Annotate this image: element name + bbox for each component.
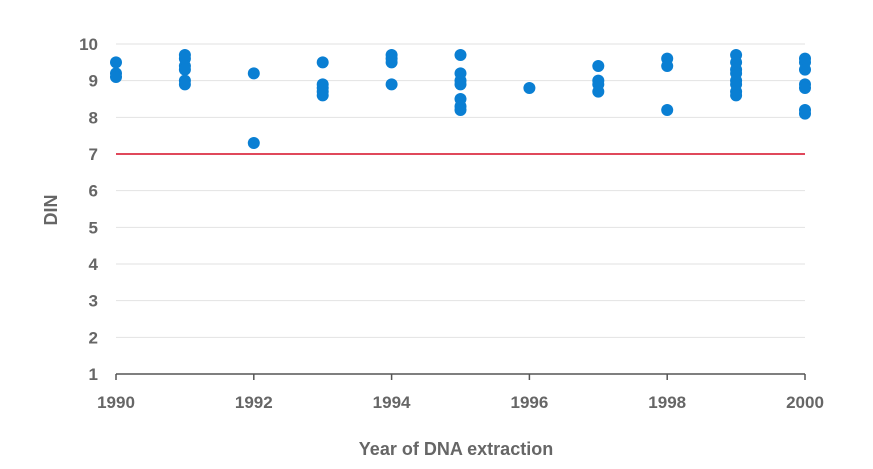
y-tick-label-5: 5 [89,218,98,237]
data-point [247,67,260,80]
data-point [385,56,398,69]
data-point [592,85,605,98]
data-point [110,56,122,69]
data-point [661,104,674,116]
data-point [454,49,467,61]
x-tick-label-1998: 1998 [648,393,686,412]
data-point [523,82,536,94]
data-point [454,78,467,91]
x-tick-label-2000: 2000 [786,393,824,412]
data-point [178,63,191,76]
y-tick-label-9: 9 [89,72,98,91]
data-point [454,104,467,116]
data-points [110,49,811,149]
data-point [316,56,329,69]
data-point [799,82,811,94]
data-point [799,107,811,120]
data-point [592,60,605,72]
y-tick-label-10: 10 [79,35,98,54]
data-point [385,78,398,91]
x-tick-label-1994: 1994 [373,393,411,412]
data-point [178,78,191,91]
y-tick-label-3: 3 [89,292,98,311]
data-point [316,89,329,102]
x-tick-label-1996: 1996 [510,393,548,412]
tick-labels: 1 2 3 4 5 6 7 8 9 10 1990 1992 1994 1996 1998 2000 [79,35,824,412]
x-tick-label-1990: 1990 [97,393,135,412]
data-point [661,60,674,72]
x-axis-title: Year of DNA extraction [359,439,553,459]
data-point [799,63,811,76]
y-tick-label-2: 2 [89,328,98,347]
axes [115,373,806,380]
data-point [110,71,122,83]
data-point [247,137,260,149]
y-tick-label-6: 6 [89,182,98,201]
y-tick-label-4: 4 [89,255,99,274]
y-tick-label-1: 1 [89,365,98,384]
y-axis-title: DIN [41,195,61,226]
y-tick-label-8: 8 [89,108,98,127]
x-tick-label-1992: 1992 [235,393,273,412]
data-point [730,89,743,102]
y-tick-label-7: 7 [89,145,98,164]
